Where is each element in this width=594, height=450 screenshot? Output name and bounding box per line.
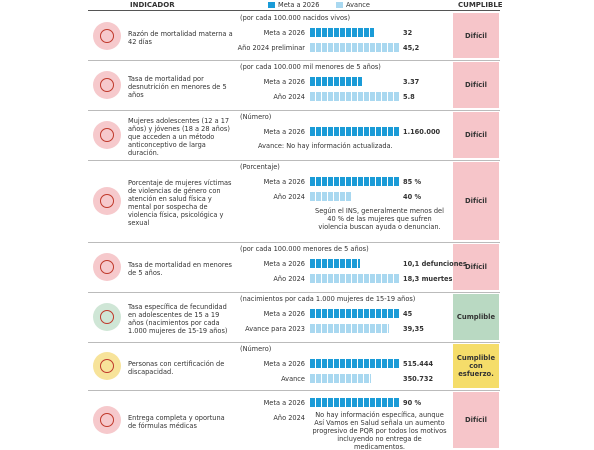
item-label: Meta a 2026 — [263, 310, 305, 318]
note: No hay información específica, aunque As… — [312, 411, 447, 450]
bar — [310, 398, 400, 407]
bar — [310, 127, 400, 136]
indicator: Mujeres adolescentes (12 a 17 años) y jó… — [128, 117, 230, 157]
bar — [310, 28, 374, 37]
row-line — [88, 292, 500, 293]
bar — [310, 77, 363, 86]
item-label: Meta a 2026 — [263, 178, 305, 186]
icon-glyph — [100, 310, 114, 324]
unit: (nacimientos por cada 1.000 mujeres de 1… — [240, 295, 416, 303]
value-label: 85 % — [403, 178, 422, 186]
bar — [310, 374, 372, 383]
bar — [310, 177, 400, 186]
value-label: 350.732 — [403, 375, 434, 383]
row-line — [88, 160, 500, 161]
item-label: Meta a 2026 — [263, 128, 305, 136]
item-label: Meta a 2026 — [263, 360, 305, 368]
bar — [310, 324, 389, 333]
header-indicator: INDICADOR — [130, 1, 175, 9]
value-label: 515.444 — [403, 360, 434, 368]
status: Difícil — [453, 13, 499, 58]
icon-glyph — [100, 260, 114, 274]
icon-glyph — [100, 28, 114, 43]
legend-swatch — [336, 2, 343, 8]
note: Según el INS, generalmente menos del 40 … — [315, 207, 444, 231]
status: Cumplible — [453, 294, 499, 340]
value-label: 32 — [403, 29, 413, 37]
header-status: CUMPLIBLE — [458, 1, 503, 9]
row-line — [88, 390, 500, 391]
item-label: Meta a 2026 — [263, 260, 305, 268]
indicator: Tasa de mortalidad en menores de 5 años. — [128, 261, 232, 277]
indicator: Tasa de mortalidad por desnutrición en m… — [128, 75, 227, 99]
legend-label: Meta a 2026 — [278, 1, 320, 9]
row-line — [88, 242, 500, 243]
note: Avance: No hay información actualizada. — [258, 142, 393, 150]
value-label: 1.160.000 — [403, 128, 441, 136]
item-label: Año 2024 — [273, 275, 305, 283]
value-label: 3.37 — [403, 78, 420, 86]
unit: (por cada 100.000 mil menores de 5 años) — [240, 63, 381, 71]
bar — [310, 309, 400, 318]
indicator: Razón de mortalidad materna a 42 días — [128, 29, 233, 46]
legend-swatch — [268, 2, 275, 8]
value-label: 45 — [403, 310, 413, 318]
item-label: Meta a 2026 — [263, 78, 305, 86]
legend-label: Avance — [346, 1, 370, 9]
bar — [310, 92, 400, 101]
item-label: Año 2024 — [273, 93, 305, 101]
bar — [310, 274, 400, 283]
status: Difícil — [453, 62, 499, 108]
row-line — [88, 60, 500, 61]
icon-glyph — [100, 359, 114, 373]
value-label: 45,2 — [403, 44, 420, 52]
item-label: Meta a 2026 — [263, 29, 305, 37]
unit: (por cada 100.000 menores de 5 años) — [240, 245, 369, 253]
item-label: Meta a 2026 — [263, 399, 305, 407]
indicator: Porcentaje de mujeres víctimas de violen… — [128, 179, 232, 227]
status: Difícil — [453, 112, 499, 158]
bar — [310, 192, 353, 201]
value-label: 40 % — [403, 193, 422, 201]
value-label: 18,3 muertes — [403, 275, 453, 283]
value-label: 10,1 defunciones — [403, 260, 467, 268]
value-label: 90 % — [403, 399, 422, 407]
icon-glyph — [100, 128, 114, 142]
icon-glyph — [100, 194, 114, 208]
item-label: Avance para 2023 — [245, 325, 305, 333]
unit: (Porcentaje) — [240, 163, 280, 171]
item-label: Año 2024 — [273, 414, 305, 422]
item-label: Año 2024 — [273, 193, 305, 201]
row-line — [88, 110, 500, 111]
indicator: Personas con certificación de discapacid… — [128, 360, 225, 376]
status: Difícil — [453, 244, 499, 290]
indicator: Tasa específica de fecundidad en adolesc… — [128, 303, 228, 335]
status: Difícil — [453, 392, 499, 448]
bar — [310, 359, 400, 368]
unit: (por cada 100.000 nacidos vivos) — [240, 14, 351, 22]
unit: (Número) — [240, 113, 272, 121]
row-line — [88, 342, 500, 343]
bar — [310, 43, 400, 52]
unit: (Número) — [240, 345, 272, 353]
bar — [310, 259, 360, 268]
indicator: Entrega completa y oportuna de fórmulas … — [128, 414, 225, 430]
icon-glyph — [100, 413, 114, 427]
item-label: Avance — [281, 375, 305, 383]
status: Difícil — [453, 162, 499, 240]
value-label: 5.8 — [403, 93, 415, 101]
header-line — [88, 10, 500, 11]
value-label: 39,35 — [403, 325, 424, 333]
icon-glyph — [100, 78, 114, 92]
status: Cumplible con esfuerzo. — [453, 344, 499, 388]
item-label: Año 2024 preliminar — [237, 44, 305, 52]
